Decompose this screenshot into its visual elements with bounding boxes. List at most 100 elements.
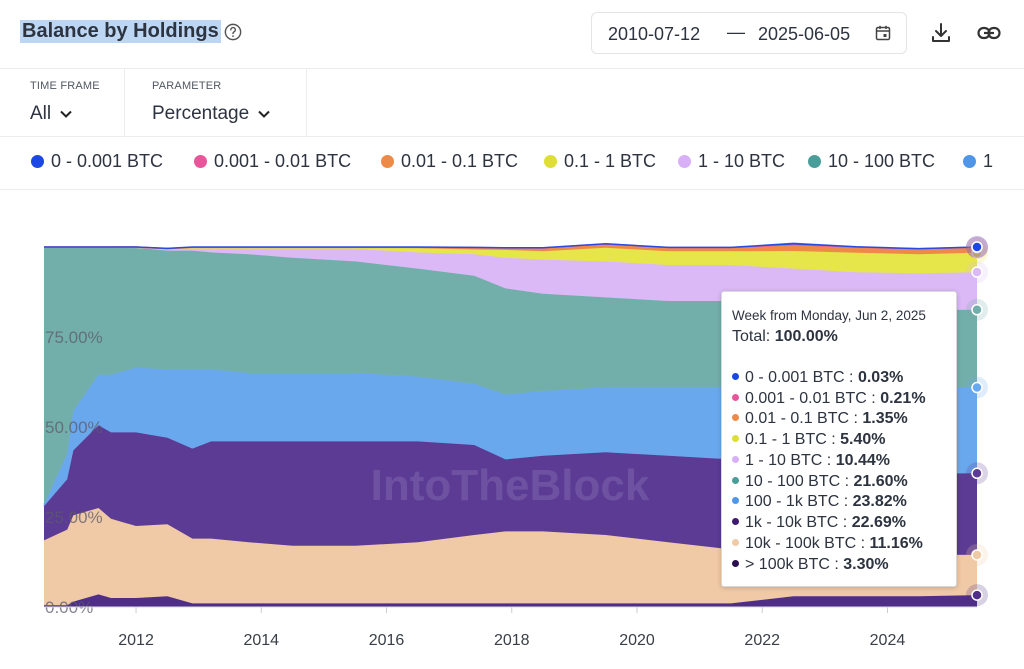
hover-marker[interactable]	[971, 381, 983, 394]
tooltip-dot	[732, 435, 739, 442]
hover-marker[interactable]	[971, 303, 983, 316]
legend-item[interactable]: 1 - 10 BTC	[678, 151, 785, 172]
y-tick-label: 25.00%	[45, 508, 103, 527]
tooltip-row-value: 0.21%	[880, 390, 926, 407]
date-end[interactable]: 2025-06-05	[758, 24, 851, 44]
tooltip-dot	[732, 414, 739, 421]
tooltip-row: 1 - 10 BTC : 10.44%	[732, 452, 890, 470]
x-tick-label: 2014	[243, 632, 279, 649]
legend-dot	[194, 155, 207, 168]
tooltip-row-label: 0.1 - 1 BTC :	[745, 431, 836, 448]
tooltip-dot	[732, 497, 739, 504]
legend-item[interactable]: 1	[963, 151, 993, 172]
hover-marker[interactable]	[971, 589, 983, 601]
hover-marker[interactable]	[971, 467, 983, 480]
tooltip-row-label: 10 - 100 BTC :	[745, 473, 850, 490]
tooltip-dot	[732, 560, 739, 567]
time-frame-value: All	[30, 103, 52, 124]
tooltip-row-value: 11.16%	[869, 535, 923, 552]
download-icon[interactable]	[930, 22, 952, 44]
hover-marker[interactable]	[971, 549, 983, 561]
x-tick-label: 2022	[744, 632, 780, 649]
legend-dot	[963, 155, 976, 168]
x-tick-label: 2018	[494, 632, 530, 649]
parameter-label: PARAMETER	[152, 80, 222, 92]
hover-marker[interactable]	[971, 266, 983, 278]
chevron-down-icon	[258, 110, 271, 118]
legend-label: 0.01 - 0.1 BTC	[401, 151, 519, 171]
legend-label: 0.1 - 1 BTC	[564, 151, 657, 171]
legend-dot	[31, 155, 44, 168]
y-tick-label: 50.00%	[45, 418, 103, 437]
tooltip-row-value: 3.30%	[843, 556, 889, 573]
tooltip-row: 0.001 - 0.01 BTC : 0.21%	[732, 390, 926, 408]
tooltip-week: Week from Monday, Jun 2, 2025	[732, 308, 926, 323]
tooltip-dot	[732, 518, 739, 525]
tooltip-dot	[732, 477, 739, 484]
legend-label: 1 - 10 BTC	[698, 151, 786, 171]
date-start[interactable]: 2010-07-12	[608, 24, 701, 44]
tooltip-row-label: 0.01 - 0.1 BTC :	[745, 410, 858, 427]
chevron-down-icon	[60, 110, 73, 118]
area-series[interactable]	[44, 244, 977, 255]
tooltip-row-value: 10.44%	[835, 452, 890, 469]
tooltip-dot	[732, 394, 739, 401]
calendar-icon[interactable]	[875, 25, 891, 41]
x-tick-label: 2012	[118, 632, 154, 649]
time-frame-control[interactable]: TIME FRAME All	[0, 68, 125, 136]
legend-item[interactable]: 0.1 - 1 BTC	[544, 151, 656, 172]
parameter-value: Percentage	[152, 103, 250, 124]
hover-marker[interactable]	[971, 241, 983, 253]
chart-header: Balance by Holdings 2010-07-12 — 2025-06…	[0, 0, 1024, 69]
parameter-select[interactable]: Percentage	[152, 103, 271, 125]
legend-label: 0.001 - 0.01 BTC	[214, 151, 352, 171]
legend-dot	[544, 155, 557, 168]
tooltip-row-label: 1 - 10 BTC :	[745, 452, 832, 469]
chart-tooltip: Week from Monday, Jun 2, 2025 Total: 100…	[721, 291, 957, 587]
tooltip-total-value: 100.00%	[774, 328, 838, 345]
legend-item[interactable]: 0 - 0.001 BTC	[31, 151, 163, 172]
tooltip-row-value: 0.03%	[857, 369, 904, 386]
x-tick-label: 2024	[870, 632, 906, 649]
legend-item[interactable]: 0.001 - 0.01 BTC	[194, 151, 351, 172]
tooltip-dot	[732, 373, 739, 380]
tooltip-row: 10k - 100k BTC : 11.16%	[732, 535, 923, 553]
legend-dot	[808, 155, 821, 168]
tooltip-row-value: 1.35%	[862, 410, 908, 427]
tooltip-row-label: 0.001 - 0.01 BTC :	[745, 390, 876, 407]
x-tick-label: 2020	[619, 632, 655, 649]
legend-item[interactable]: 10 - 100 BTC	[808, 151, 935, 172]
tooltip-row-value: 21.60%	[853, 473, 908, 490]
tooltip-row-label: 10k - 100k BTC :	[745, 535, 866, 552]
chart-legend: 0 - 0.001 BTC 0.001 - 0.01 BTC 0.01 - 0.…	[0, 137, 1024, 190]
help-icon[interactable]	[224, 23, 242, 41]
legend-label: 10 - 100 BTC	[828, 151, 936, 171]
x-tick-label: 2016	[369, 632, 405, 649]
legend-item[interactable]: 0.01 - 0.1 BTC	[381, 151, 518, 172]
tooltip-row: > 100k BTC : 3.30%	[732, 556, 889, 574]
tooltip-row-value: 22.69%	[851, 514, 906, 531]
legend-label: 0 - 0.001 BTC	[51, 151, 164, 171]
area-series[interactable]	[44, 247, 977, 274]
tooltip-dot	[732, 539, 739, 546]
tooltip-row-label: 0 - 0.001 BTC :	[745, 369, 854, 386]
tooltip-row: 100 - 1k BTC : 23.82%	[732, 493, 907, 511]
chart-controls: TIME FRAME All PARAMETER Percentage	[0, 68, 1024, 137]
time-frame-label: TIME FRAME	[30, 80, 100, 92]
y-tick-label: 75.00%	[45, 328, 103, 347]
tooltip-row-value: 5.40%	[840, 431, 886, 448]
date-range-picker[interactable]: 2010-07-12 — 2025-06-05	[591, 12, 907, 54]
watermark-text: IntoTheBlock	[371, 461, 650, 510]
legend-dot	[381, 155, 394, 168]
tooltip-row: 10 - 100 BTC : 21.60%	[732, 473, 908, 491]
time-frame-select[interactable]: All	[30, 103, 73, 125]
legend-dot	[678, 155, 691, 168]
tooltip-row: 0.01 - 0.1 BTC : 1.35%	[732, 410, 908, 428]
tooltip-row-label: 100 - 1k BTC :	[745, 493, 849, 510]
series-line	[44, 242, 978, 250]
date-separator: —	[727, 22, 745, 42]
tooltip-row: 1k - 10k BTC : 22.69%	[732, 514, 906, 532]
link-icon[interactable]	[977, 22, 1001, 44]
tooltip-total: Total: 100.00%	[732, 328, 838, 346]
parameter-control[interactable]: PARAMETER Percentage	[125, 68, 307, 136]
